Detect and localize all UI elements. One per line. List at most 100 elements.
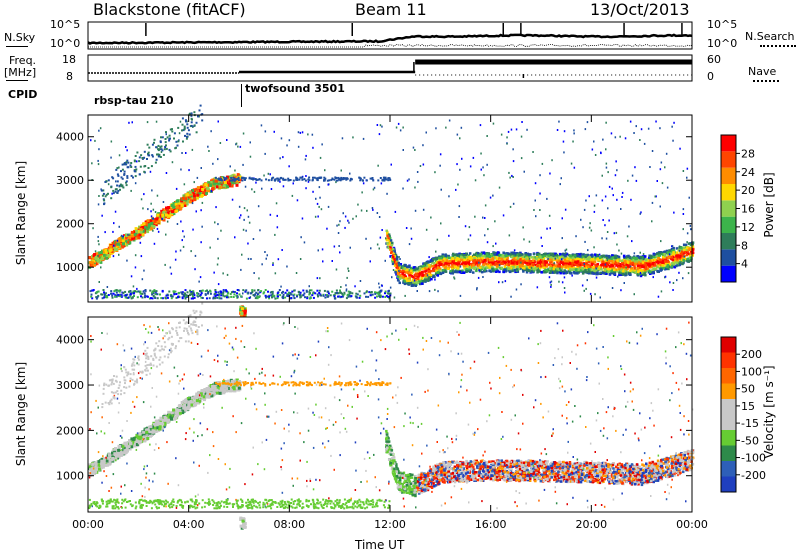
- heatmap-cell: [412, 146, 415, 149]
- heatmap-cell: [207, 292, 209, 295]
- heatmap-cell: [660, 290, 663, 293]
- heatmap-cell: [458, 270, 462, 274]
- heatmap-cell: [478, 254, 481, 257]
- heatmap-cell: [333, 295, 336, 298]
- heatmap-cell: [619, 269, 623, 273]
- heatmap-cell: [647, 271, 650, 274]
- heatmap-cell: [408, 276, 411, 279]
- heatmap-cell: [97, 240, 100, 243]
- heatmap-cell: [600, 255, 604, 258]
- heatmap-cell: [561, 265, 564, 269]
- heatmap-cell: [201, 187, 205, 191]
- heatmap-cell: [443, 263, 446, 266]
- heatmap-cell: [152, 292, 155, 295]
- heatmap-cell: [307, 133, 309, 136]
- heatmap-cell: [604, 255, 607, 259]
- heatmap-cell: [557, 256, 561, 260]
- heatmap-cell: [269, 173, 271, 176]
- heatmap-cell: [264, 289, 267, 291]
- heatmap-cell: [586, 121, 589, 124]
- heatmap-cell: [435, 269, 438, 272]
- heatmap-cell: [351, 292, 354, 295]
- heatmap-cell: [585, 259, 588, 262]
- heatmap-cell: [94, 255, 98, 259]
- heatmap-cell: [214, 176, 217, 179]
- heatmap-cell: [344, 215, 347, 218]
- heatmap-cell: [326, 294, 328, 297]
- heatmap-cell: [672, 282, 675, 284]
- heatmap-cell: [181, 152, 183, 154]
- heatmap-cell: [586, 279, 588, 282]
- heatmap-cell: [528, 262, 532, 266]
- heatmap-cell: [460, 126, 463, 129]
- heatmap-cell: [159, 293, 161, 296]
- heatmap-cell: [146, 121, 149, 124]
- heatmap-cell: [175, 209, 179, 213]
- heatmap-cell: [622, 254, 626, 258]
- heatmap-cell: [103, 199, 106, 202]
- heatmap-cell: [248, 177, 251, 180]
- heatmap-cell: [247, 257, 250, 260]
- heatmap-cell: [456, 133, 459, 136]
- heatmap-cell: [434, 256, 437, 260]
- heatmap-cell: [118, 290, 121, 293]
- heatmap-cell: [116, 239, 119, 242]
- heatmap-cell: [115, 168, 118, 171]
- heatmap-cell: [214, 290, 217, 293]
- heatmap-cell: [601, 174, 603, 177]
- heatmap-cell: [308, 179, 311, 182]
- heatmap-cell: [338, 223, 340, 226]
- heatmap-cell: [122, 242, 125, 246]
- heatmap-cell: [309, 292, 311, 295]
- heatmap-cell: [120, 234, 123, 237]
- heatmap-cell: [279, 157, 281, 160]
- heatmap-cell: [480, 168, 482, 171]
- heatmap-cell: [479, 253, 482, 256]
- heatmap-cell: [391, 260, 394, 263]
- heatmap-cell: [578, 261, 581, 265]
- heatmap-cell: [624, 273, 627, 277]
- heatmap-cell: [634, 271, 637, 274]
- heatmap-cell: [170, 203, 174, 207]
- heatmap-cell: [180, 220, 182, 223]
- heatmap-cell: [308, 289, 311, 292]
- heatmap-cell: [386, 192, 388, 195]
- heatmap-cell: [199, 189, 202, 193]
- heatmap-cell: [432, 275, 435, 278]
- heatmap-cell: [672, 255, 675, 259]
- heatmap-cell: [586, 271, 589, 274]
- heatmap-cell: [378, 247, 380, 250]
- heatmap-cell: [192, 297, 194, 300]
- heatmap-cell: [277, 179, 280, 182]
- heatmap-cell: [542, 256, 546, 260]
- heatmap-cell: [605, 162, 608, 165]
- heatmap-cell: [155, 146, 158, 149]
- heatmap-cell: [432, 269, 436, 273]
- heatmap-cell: [249, 155, 252, 158]
- heatmap-cell: [489, 258, 492, 262]
- heatmap-cell: [199, 276, 202, 279]
- heatmap-cell: [416, 290, 418, 292]
- heatmap-cell: [155, 158, 158, 161]
- heatmap-cell: [192, 228, 194, 231]
- heatmap-cell: [444, 264, 448, 268]
- heatmap-cell: [596, 272, 599, 276]
- heatmap-cell: [472, 264, 475, 267]
- heatmap-cell: [107, 294, 110, 296]
- heatmap-cell: [123, 172, 126, 175]
- heatmap-cell: [681, 250, 684, 253]
- heatmap-cell: [618, 266, 621, 269]
- heatmap-cell: [650, 269, 654, 272]
- freq-label: Freq.: [9, 54, 37, 67]
- heatmap-cell: [513, 257, 516, 260]
- heatmap-cell: [156, 213, 160, 217]
- heatmap-cell: [177, 296, 179, 299]
- heatmap-cell: [110, 250, 114, 253]
- heatmap-cell: [152, 224, 156, 228]
- heatmap-cell: [281, 249, 283, 251]
- heatmap-cell: [217, 294, 220, 297]
- heatmap-cell: [454, 259, 458, 262]
- heatmap-cell: [476, 288, 478, 291]
- heatmap-cell: [594, 154, 597, 156]
- heatmap-cell: [313, 176, 316, 179]
